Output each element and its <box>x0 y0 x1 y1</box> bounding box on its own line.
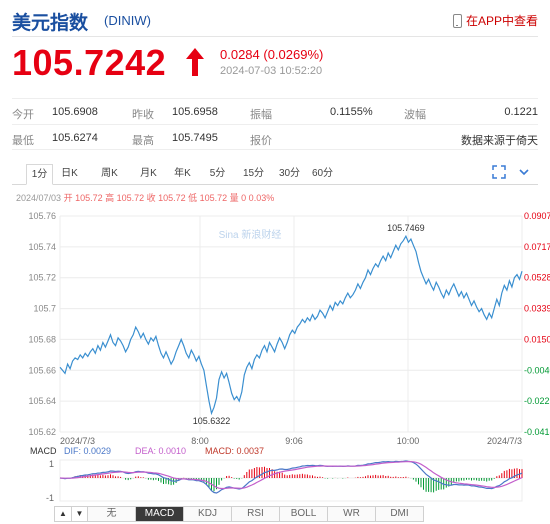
tab-1min[interactable]: 1分 <box>26 164 53 185</box>
tab-30min[interactable]: 30分 <box>278 168 301 179</box>
high-annotation: 105.7469 <box>387 223 425 233</box>
price-line <box>59 234 523 416</box>
y-tick-right: 0.0339% <box>524 304 550 314</box>
indicator-kdj[interactable]: KDJ <box>183 507 231 521</box>
indicator-macd[interactable]: MACD <box>135 507 183 521</box>
macd-y-tick: -1 <box>46 493 54 503</box>
tab-weekly-k[interactable]: 周K <box>101 168 118 179</box>
x-tick-label: 10:00 <box>397 436 420 446</box>
y-tick-right: 0.0907% <box>524 211 550 221</box>
y-tick-left: 105.7 <box>33 304 56 314</box>
y-tick-left: 105.72 <box>28 273 56 283</box>
indicator-wr[interactable]: WR <box>327 507 375 521</box>
indicator-dmi[interactable]: DMI <box>375 507 423 521</box>
open-in-app-label: 在APP中查看 <box>465 14 538 28</box>
indicator-none[interactable]: 无 <box>87 507 135 521</box>
arrow-up-icon <box>186 48 204 76</box>
macd-legend-item: DIF: 0.0029 <box>64 446 111 456</box>
macd-legend-item: DEA: 0.0010 <box>135 446 186 456</box>
stat-value-prev-close: 105.6958 <box>172 106 218 118</box>
quote-time: 2024-07-03 10:52:20 <box>220 65 323 77</box>
stat-value-open: 105.6908 <box>52 106 98 118</box>
stat-value-low: 105.6274 <box>52 132 98 144</box>
y-tick-left: 105.66 <box>28 365 56 375</box>
y-axis-right: 0.0907% 0.0717% 0.0528% 0.0339% 0.0150% -0.00… <box>524 211 550 437</box>
macd-y-axis: 1 -1 <box>46 459 54 503</box>
x-tick-label: 8:00 <box>191 436 209 446</box>
bar-info-values: 开 105.72 高 105.72 收 105.72 低 105.72 量 0 … <box>63 193 275 203</box>
tab-60min[interactable]: 60分 <box>311 168 334 179</box>
stat-value-high: 105.7495 <box>172 132 218 144</box>
indicator-bar: ▲ ▼ 无 MACD KDJ RSI BOLL WR DMI <box>54 506 424 522</box>
y-tick-right: 0.0150% <box>524 334 550 344</box>
x-tick-label: 9:06 <box>285 436 303 446</box>
stats-table: 今开 105.6908 昨收 105.6958 振幅 0.1155% 波幅 0.… <box>12 98 538 150</box>
bar-info-line: 2024/07/03 开 105.72 高 105.72 收 105.72 低 … <box>16 191 274 204</box>
dif-line <box>59 460 523 494</box>
extreme-annotations: 105.7469 105.6322 <box>193 223 425 426</box>
macd-frame <box>59 459 523 502</box>
header: 美元指数 (DINIW) 在APP中查看 <box>12 8 538 34</box>
y-axis-left: 105.76 105.74 105.72 105.7 105.68 105.66 105.6… <box>28 211 56 437</box>
low-annotation: 105.6322 <box>193 416 231 426</box>
chart-grid <box>59 215 523 433</box>
stat-label-quote: 报价 <box>250 135 272 147</box>
y-tick-left: 105.64 <box>28 396 56 406</box>
price-chart[interactable]: Sina 新浪财经 105.76105.74105.72105.7105.681… <box>0 205 550 505</box>
tab-5min[interactable]: 5分 <box>209 168 226 179</box>
macd-legend-item: MACD <box>30 446 57 456</box>
x-tick-label: 2024/7/3 <box>60 436 95 446</box>
x-axis: 2024/7/3 8:00 9:06 10:00 2024/7/3 <box>60 436 522 446</box>
stat-label-prev-close: 昨收 <box>132 109 154 121</box>
y-tick-left: 105.68 <box>28 334 56 344</box>
macd-y-tick: 1 <box>49 459 54 469</box>
y-tick-right: 0.0717% <box>524 242 550 252</box>
stat-label-low: 最低 <box>12 135 34 147</box>
bar-info-date: 2024/07/03 <box>16 193 62 203</box>
header-divider <box>12 36 538 37</box>
stat-value-amplitude: 0.1155% <box>330 106 373 118</box>
stat-label-open: 今开 <box>12 109 34 121</box>
macd-legend-item: MACD: 0.0037 <box>205 446 264 456</box>
tab-monthly-k[interactable]: 月K <box>140 168 157 179</box>
dea-line <box>59 461 523 490</box>
nav-prev-button[interactable]: ▲ <box>59 509 67 518</box>
stat-value-range: 0.1221 <box>504 106 538 118</box>
fullscreen-icon[interactable] <box>492 165 506 179</box>
y-tick-right: -0.0229% <box>524 396 550 406</box>
chevron-down-icon[interactable] <box>517 165 531 179</box>
y-tick-left: 105.76 <box>28 211 56 221</box>
watermark: Sina 新浪财经 <box>219 228 282 241</box>
current-price: 105.7242 <box>12 42 167 83</box>
indicator-rsi[interactable]: RSI <box>231 507 279 521</box>
y-tick-right: -0.0418% <box>524 427 550 437</box>
open-in-app-link[interactable]: 在APP中查看 <box>452 12 538 29</box>
nav-next-button[interactable]: ▼ <box>71 507 87 521</box>
indicator-boll[interactable]: BOLL <box>279 507 327 521</box>
stat-value-source: 数据来源于倚天 <box>461 135 538 147</box>
macd-legend: MACD DIF: 0.0029 DEA: 0.0010 MACD: 0.0037 <box>30 446 264 456</box>
stat-label-high: 最高 <box>132 135 154 147</box>
y-tick-right: -0.0040% <box>524 365 550 375</box>
index-code: (DINIW) <box>104 13 151 28</box>
price-change: 0.0284 (0.0269%) <box>220 47 324 62</box>
index-title: 美元指数 <box>12 13 89 34</box>
y-tick-left: 105.62 <box>28 427 56 437</box>
y-tick-left: 105.74 <box>28 242 56 252</box>
tab-15min[interactable]: 15分 <box>242 168 265 179</box>
macd-grid <box>59 459 523 502</box>
stats-row-2: 最低 105.6274 最高 105.7495 报价 数据来源于倚天 <box>12 124 538 150</box>
x-tick-label: 2024/7/3 <box>487 436 522 446</box>
y-tick-right: 0.0528% <box>524 273 550 283</box>
stat-label-range: 波幅 <box>404 109 426 121</box>
stats-row-1: 今开 105.6908 昨收 105.6958 振幅 0.1155% 波幅 0.… <box>12 98 538 124</box>
stat-label-amplitude: 振幅 <box>250 109 272 121</box>
period-tabs: 1分 日K 周K 月K 年K 5分 15分 30分 60分 <box>12 161 538 185</box>
tab-yearly-k[interactable]: 年K <box>174 168 191 179</box>
phone-icon <box>452 13 462 28</box>
tab-daily-k[interactable]: 日K <box>61 168 78 179</box>
